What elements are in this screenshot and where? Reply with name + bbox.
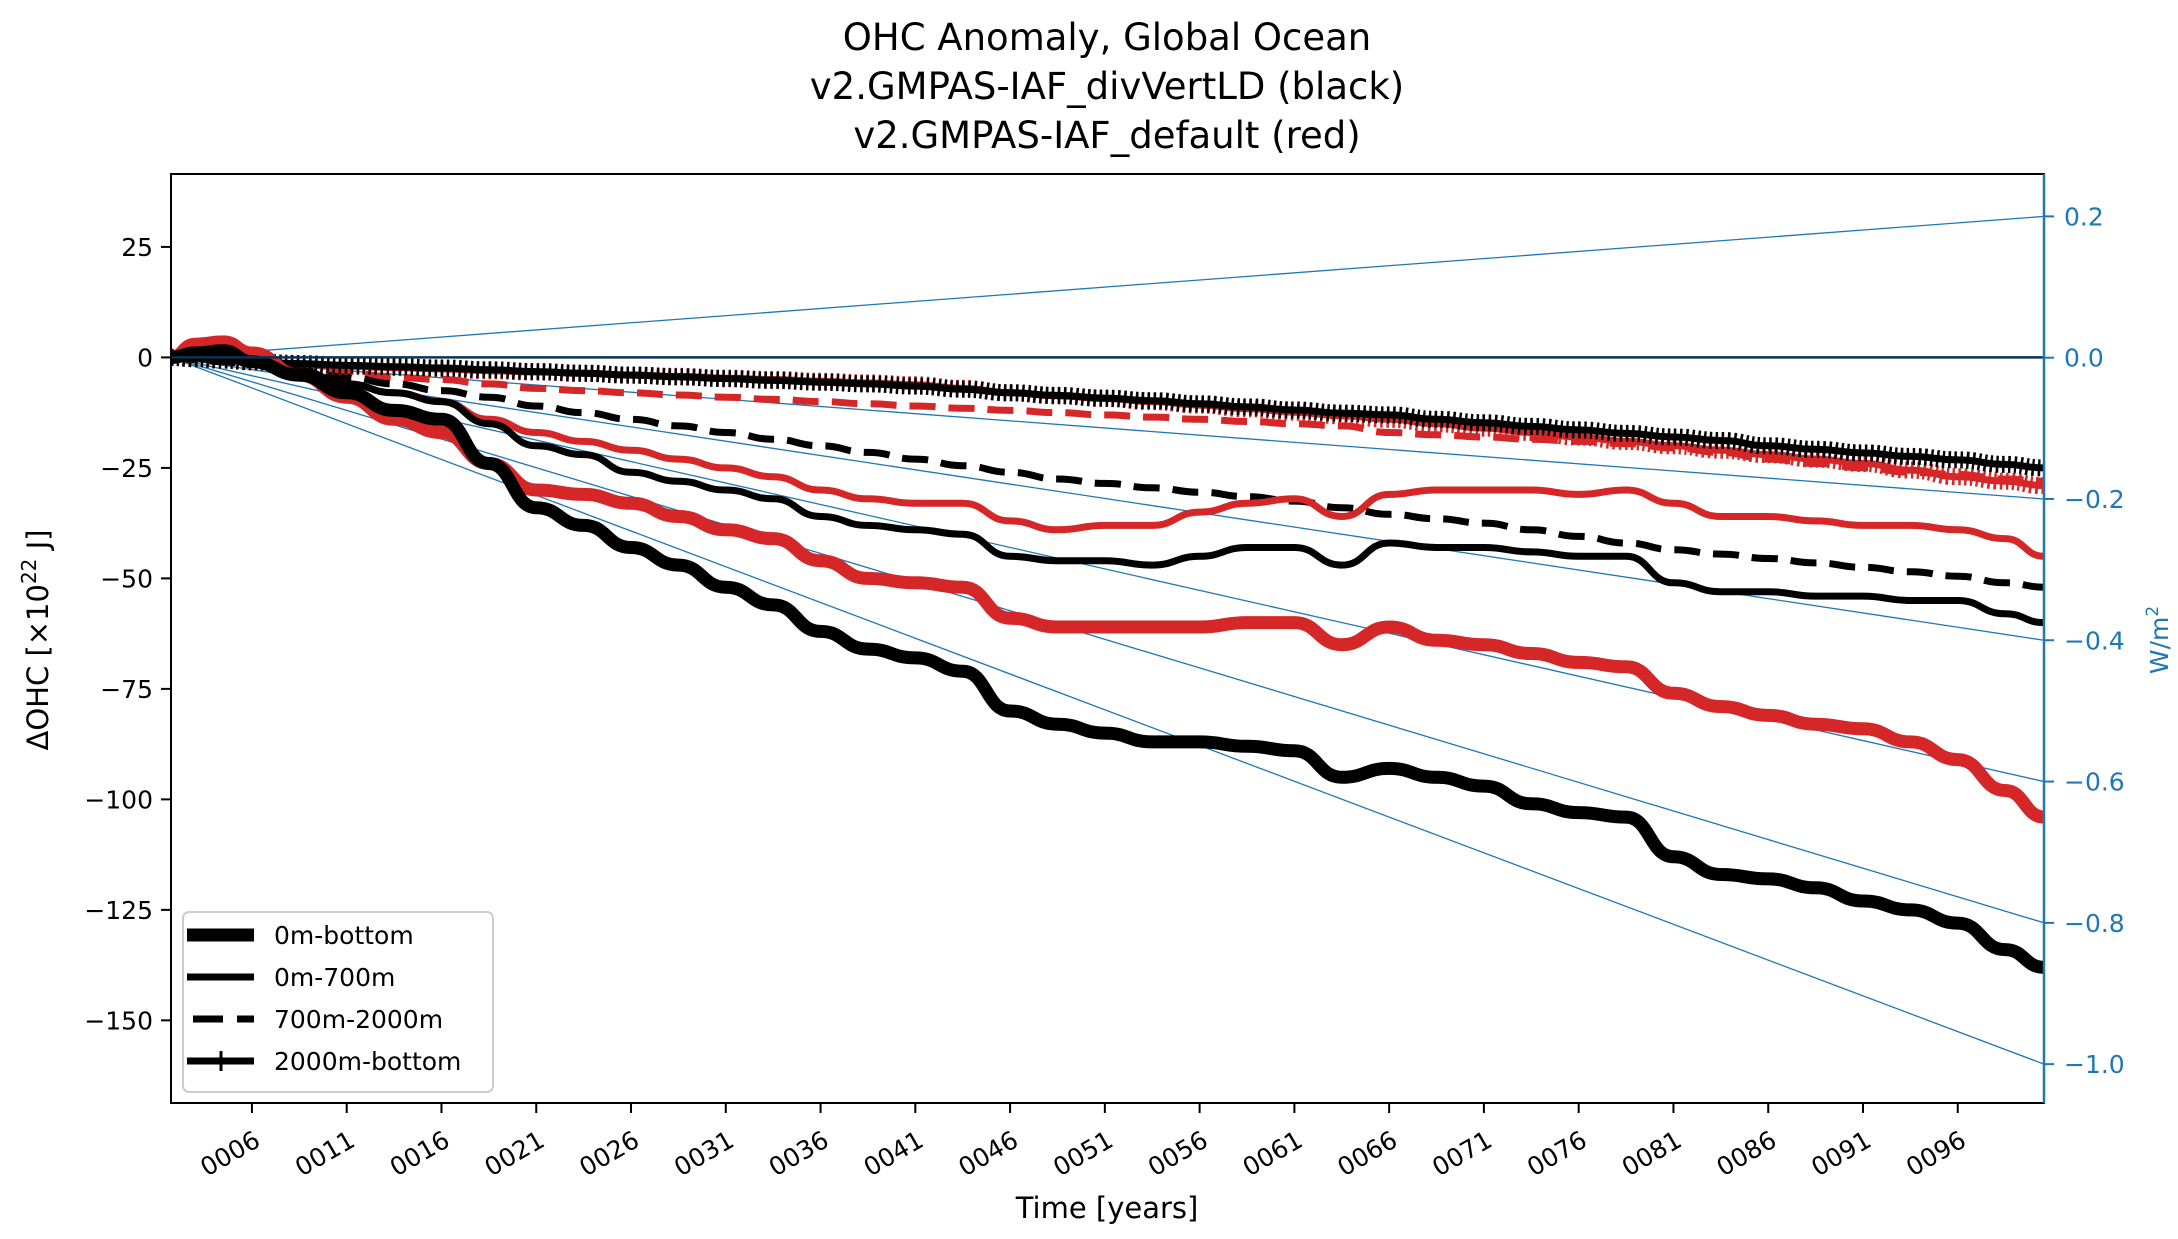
reference-line-5	[171, 356, 2044, 924]
x-tick-label: 0051	[1048, 1125, 1118, 1182]
y-axis-label: ΔOHC [×1022 J]	[17, 530, 55, 751]
x-tick-label: 0066	[1333, 1125, 1403, 1182]
y-tick-label: −75	[100, 675, 153, 704]
x-tick-label: 0076	[1522, 1125, 1592, 1182]
plot-area	[171, 215, 2044, 1065]
x-tick-label: 0021	[480, 1125, 550, 1182]
x-tick-label: 0086	[1712, 1125, 1782, 1182]
y-tick-label: −125	[84, 896, 153, 925]
right-tick-label: 0.0	[2064, 344, 2104, 373]
right-tick-label: −0.8	[2064, 909, 2125, 938]
series-markers-black-2000m-bottom	[171, 348, 2044, 477]
x-axis-ticks: 0006 0011 0016 0021 0026 0031 0036 0041 0046 0051…	[195, 1103, 1971, 1182]
chart-title-line-1: OHC Anomaly, Global Ocean	[843, 16, 1372, 59]
x-tick-label: 0096	[1901, 1125, 1971, 1182]
x-tick-label: 0036	[764, 1125, 834, 1182]
y-axis-label-base: ΔOHC [×10	[21, 584, 55, 750]
reference-line-6	[171, 356, 2044, 1065]
chart-title-line-2: v2.GMPAS-IAF_divVertLD (black)	[810, 65, 1404, 108]
legend-label-700m-2000m: 700m-2000m	[274, 1005, 443, 1034]
legend-label-0m-700m: 0m-700m	[274, 963, 395, 992]
x-tick-label: 0071	[1427, 1125, 1497, 1182]
y-tick-label: −50	[100, 564, 153, 593]
y-tick-label: −100	[84, 785, 153, 814]
right-tick-label: 0.2	[2064, 202, 2104, 231]
y-axis-label-sup: 22	[17, 559, 41, 584]
x-tick-label: 0031	[669, 1125, 739, 1182]
x-tick-label: 0011	[290, 1125, 360, 1182]
x-tick-label: 0026	[574, 1125, 644, 1182]
right-axis-ticks: 0.2 0.0 −0.2 −0.4 −0.6 −0.8 −1.0	[2044, 202, 2125, 1079]
x-tick-label: 0006	[195, 1125, 265, 1182]
right-tick-label: −0.6	[2064, 768, 2125, 797]
chart-title: OHC Anomaly, Global Ocean v2.GMPAS-IAF_d…	[810, 16, 1404, 157]
series-line-black-700m-2000m	[171, 353, 2044, 591]
y-tick-label: −25	[100, 454, 153, 483]
legend: 0m-bottom 0m-700m 700m-2000m 2000m-bottom	[182, 911, 494, 1093]
x-axis-label: Time [years]	[1015, 1191, 1199, 1225]
right-tick-label: −1.0	[2064, 1050, 2125, 1079]
right-tick-label: −0.2	[2064, 485, 2125, 514]
series-line-red-0m-bottom	[171, 335, 2044, 824]
y-tick-label: 0	[137, 343, 153, 372]
x-tick-label: 0091	[1806, 1125, 1876, 1182]
series-line-black-0m-700m	[171, 345, 2044, 627]
legend-label-0m-bottom: 0m-bottom	[274, 921, 414, 950]
legend-label-2000m-bottom: 2000m-bottom	[274, 1047, 461, 1076]
x-tick-label: 0046	[953, 1125, 1023, 1182]
right-tick-label: −0.4	[2064, 626, 2125, 655]
chart-title-line-3: v2.GMPAS-IAF_default (red)	[853, 114, 1360, 157]
y-axis-ticks: 25 0 −25 −50 −75 −100 −125 −150	[84, 233, 171, 1035]
right-axis-label-base: W/m	[2145, 617, 2174, 675]
series-line-black-0m-bottom	[171, 344, 2044, 974]
x-tick-label: 0016	[385, 1125, 455, 1182]
x-tick-label: 0061	[1238, 1125, 1308, 1182]
y-tick-label: −150	[84, 1006, 153, 1035]
reference-line-0	[171, 215, 2044, 359]
series-lines	[171, 335, 2044, 974]
y-tick-label: 25	[121, 233, 153, 262]
right-axis-label-sup: 2	[2143, 606, 2163, 617]
x-tick-label: 0041	[859, 1125, 929, 1182]
series-line-red-700m-2000m	[171, 353, 2044, 485]
x-tick-label: 0081	[1617, 1125, 1687, 1182]
right-axis-label: W/m2	[2143, 606, 2174, 674]
legend-box	[182, 911, 494, 1093]
y-axis-label-tail: J]	[21, 530, 55, 559]
x-tick-label: 0056	[1143, 1125, 1213, 1182]
